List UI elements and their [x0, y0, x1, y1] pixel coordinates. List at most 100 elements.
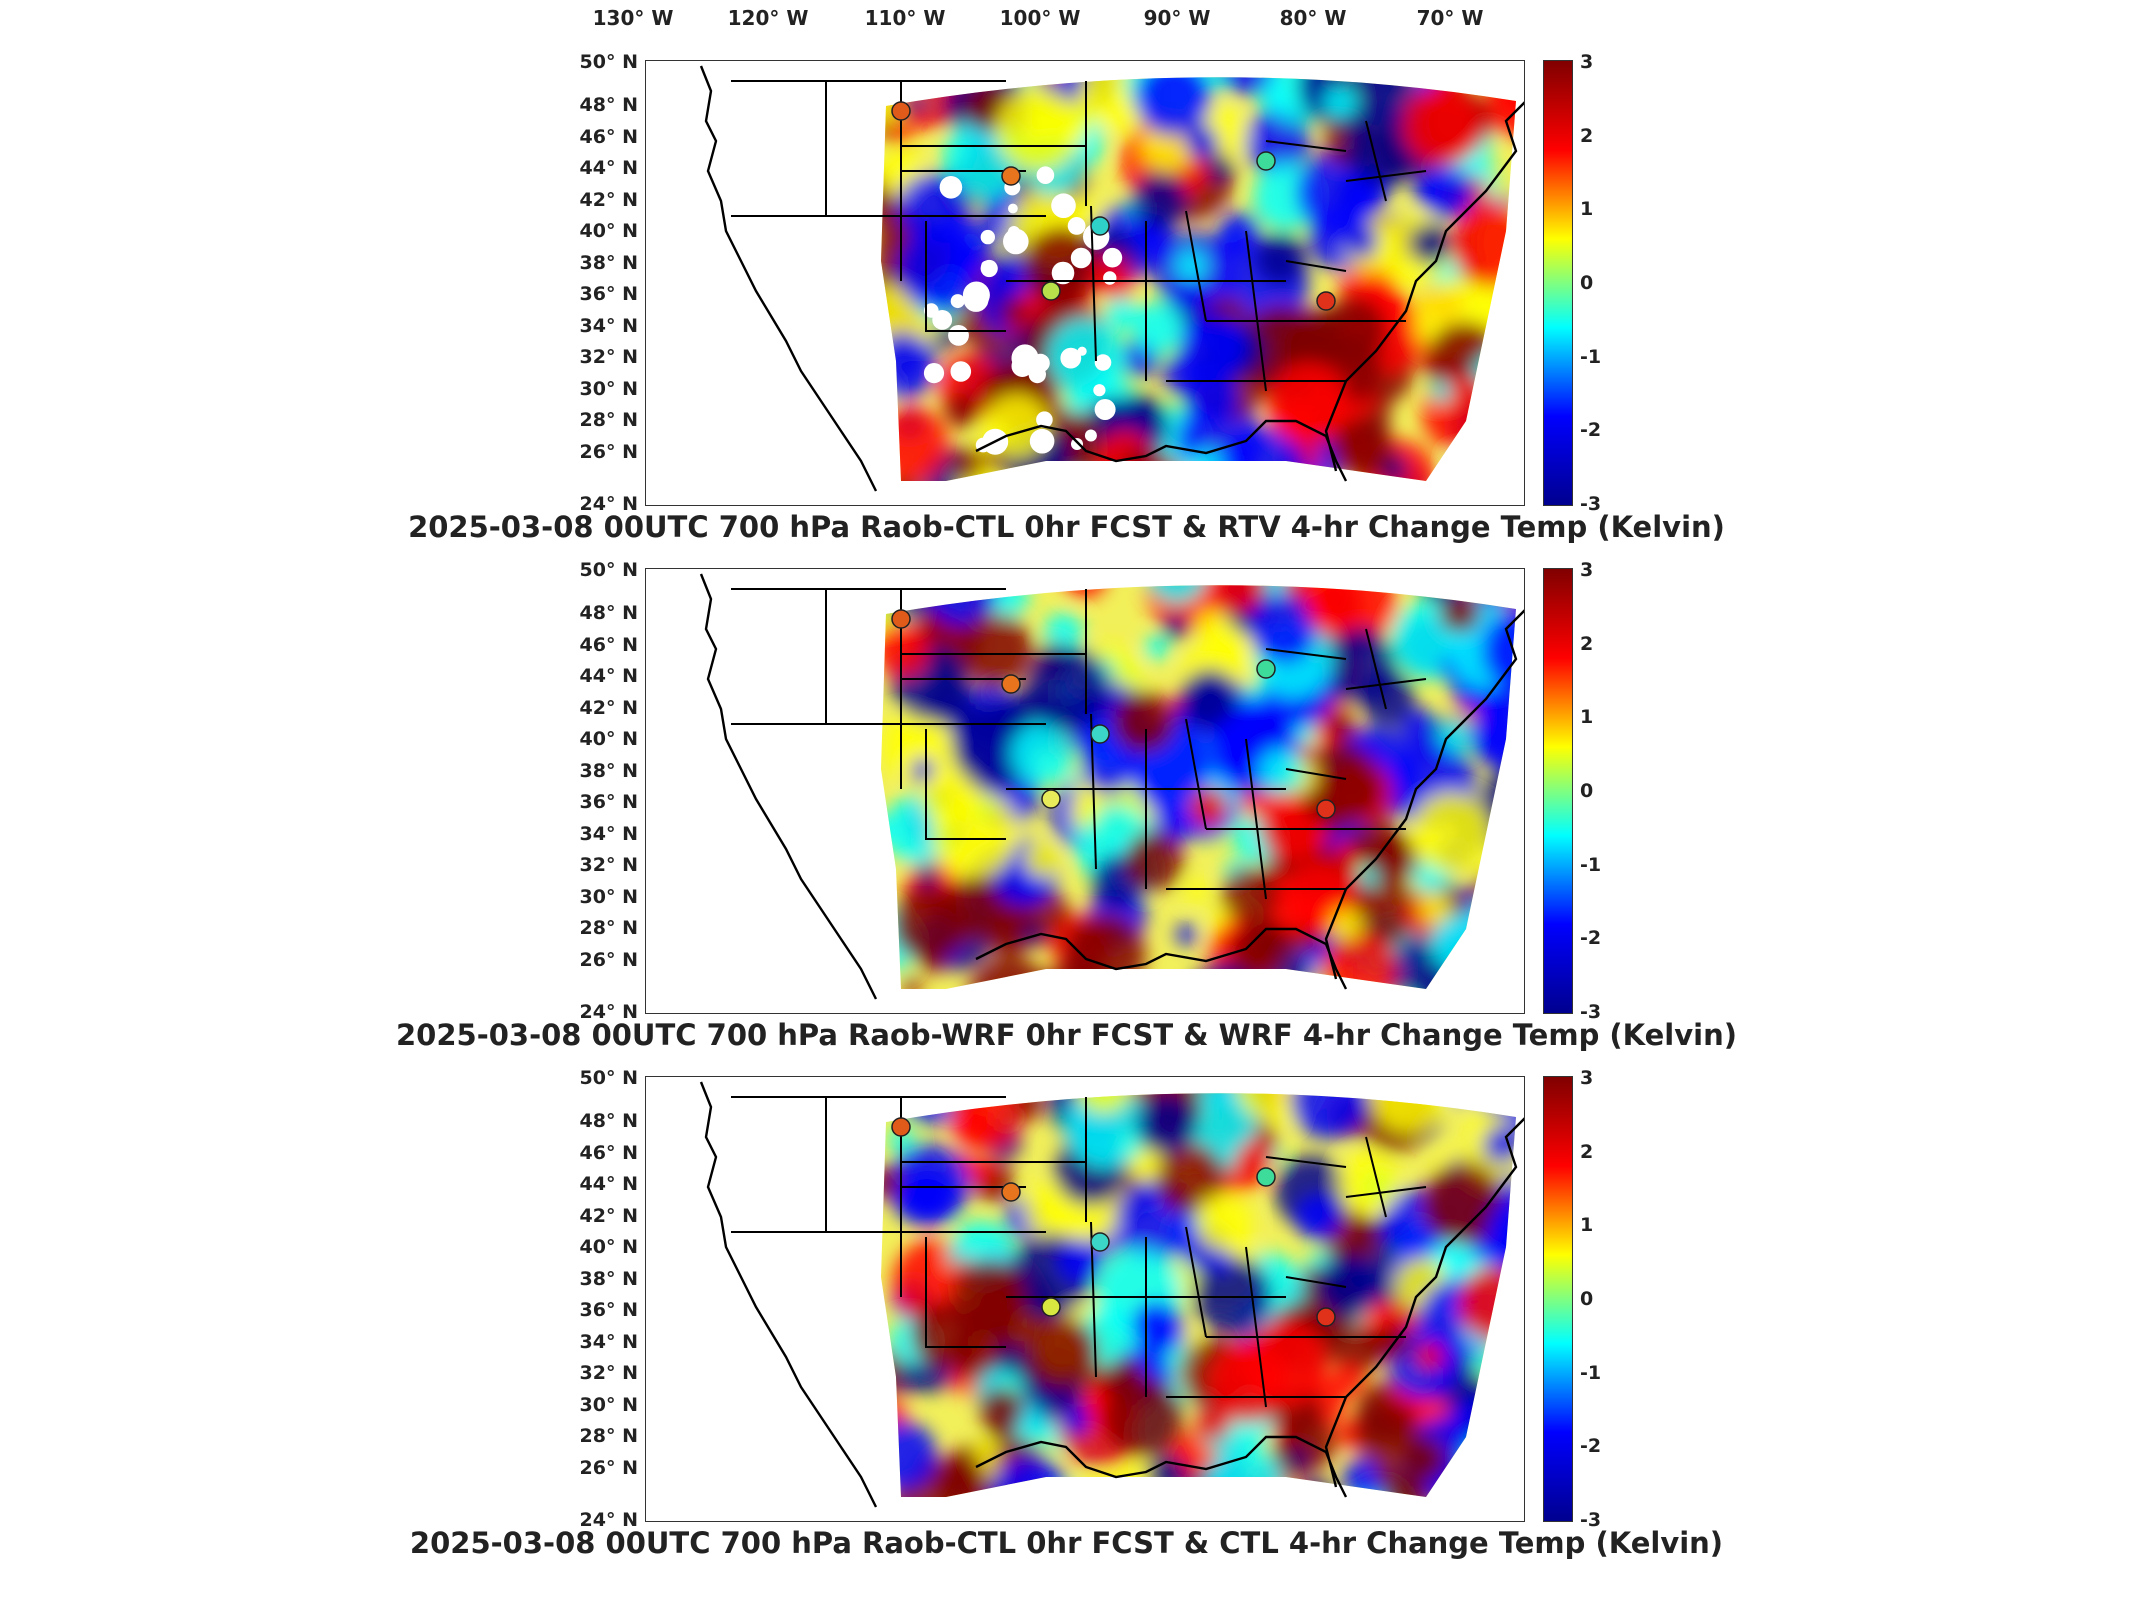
latitude-label: 44° N [579, 1173, 638, 1195]
latitude-label: 46° N [579, 125, 638, 148]
raob-station-marker [891, 609, 911, 629]
colorbar-tick-label: -1 [1580, 345, 1602, 368]
longitude-label: 130° W [592, 6, 674, 30]
map-canvas [699, 65, 1524, 492]
state-border [1245, 1246, 1267, 1408]
boundary-lines [699, 573, 1524, 1000]
raob-station-marker [1256, 151, 1276, 171]
colorbar-tick-label: -3 [1580, 493, 1602, 515]
latitude-label: 34° N [579, 1330, 638, 1353]
latitude-label: 36° N [579, 791, 638, 813]
latitude-label: 46° N [579, 633, 638, 656]
state-border [1245, 738, 1267, 900]
coastline [699, 1081, 878, 1508]
colorbar-tick-label: 1 [1580, 706, 1594, 729]
latitude-label: 46° N [579, 1141, 638, 1164]
latitude-label: 32° N [579, 346, 638, 368]
raob-station-marker [891, 101, 911, 121]
latitude-label: 42° N [579, 696, 638, 719]
state-border [1265, 648, 1347, 660]
state-border [925, 1237, 1006, 1348]
colorbar-tick-label: 3 [1580, 51, 1594, 73]
raob-station-marker [1001, 1182, 1021, 1202]
map-panel: 50° N 48° N 46° N 44° N 42° N 40° N 38° N 36° N… [0, 51, 2133, 570]
boundary-lines [699, 1081, 1524, 1508]
state-border [925, 221, 1006, 332]
colorbar-tick-label: 2 [1580, 124, 1594, 147]
temperature-map [645, 60, 1525, 506]
raob-station-marker [1041, 789, 1061, 809]
longitude-label: 90° W [1143, 6, 1211, 30]
temperature-map [645, 1076, 1525, 1522]
state-border [1090, 713, 1097, 870]
latitude-label: 38° N [579, 759, 638, 782]
coastline [975, 1435, 1348, 1498]
latitude-label: 34° N [579, 822, 638, 845]
latitude-label: 40° N [579, 728, 638, 750]
state-border [1090, 1221, 1097, 1378]
colorbar-tick-label: 0 [1580, 1288, 1594, 1310]
colorbar-tick-label: 2 [1580, 632, 1594, 655]
latitude-label: 26° N [579, 948, 638, 971]
coastline [1324, 1117, 1524, 1488]
longitude-label: 120° W [727, 6, 809, 30]
latitude-label: 28° N [579, 409, 638, 431]
latitude-label: 24° N [579, 1509, 638, 1531]
raob-station-marker [1090, 724, 1110, 744]
state-border [1185, 210, 1207, 322]
colorbar-tick-label: 3 [1580, 1067, 1594, 1089]
coastline [975, 927, 1348, 990]
latitude-label: 40° N [579, 220, 638, 242]
state-border [1345, 678, 1427, 690]
latitude-label: 28° N [579, 1425, 638, 1447]
latitude-label: 50° N [579, 559, 638, 581]
latitude-label: 50° N [579, 1067, 638, 1089]
state-border [1265, 1156, 1347, 1168]
latitude-label: 32° N [579, 854, 638, 876]
map-canvas [699, 573, 1524, 1000]
colorbar-tick-label: -2 [1580, 1435, 1602, 1458]
latitude-label: 48° N [579, 1110, 638, 1132]
raob-station-marker [1041, 281, 1061, 301]
state-border [925, 729, 1006, 840]
colorbar-tick-label: -1 [1580, 1361, 1602, 1384]
state-border [1185, 1226, 1207, 1338]
longitude-label: 110° W [864, 6, 946, 30]
colorbar-tick-label: 1 [1580, 1214, 1594, 1237]
latitude-label: 32° N [579, 1362, 638, 1384]
latitude-label: 30° N [579, 377, 638, 400]
latitude-label: 36° N [579, 1299, 638, 1321]
raob-station-marker [1316, 291, 1336, 311]
coastline [1324, 101, 1524, 472]
coastline [975, 419, 1348, 482]
colorbar-tick-label: -3 [1580, 1001, 1602, 1023]
raob-station-marker [1316, 1307, 1336, 1327]
map-panel: 50° N 48° N 46° N 44° N 42° N 40° N 38° N 36° N… [0, 1067, 2133, 1586]
colorbar-tick-label: 0 [1580, 780, 1594, 802]
raob-station-marker [1001, 166, 1021, 186]
latitude-label: 36° N [579, 283, 638, 305]
latitude-label: 50° N [579, 51, 638, 73]
longitude-label: 100° W [999, 6, 1081, 30]
colorbar-tick-label: -1 [1580, 853, 1602, 876]
panel-title: 2025-03-08 00UTC 700 hPa Raob-WRF 0hr FC… [395, 1018, 1737, 1052]
raob-station-marker [1256, 1167, 1276, 1187]
latitude-label: 44° N [579, 157, 638, 179]
latitude-label: 30° N [579, 1393, 638, 1416]
colorbar-tick-label: 1 [1580, 198, 1594, 221]
longitude-axis-labels: 130° W 120° W 110° W 100° W 90° W 80° W 70° W [0, 0, 2133, 40]
raob-station-marker [1316, 799, 1336, 819]
longitude-label: 80° W [1279, 6, 1347, 30]
colorbar-tick-label: -2 [1580, 927, 1602, 950]
raob-station-marker [1090, 1232, 1110, 1252]
temperature-map [645, 568, 1525, 1014]
state-border [1185, 718, 1207, 830]
state-border [1345, 170, 1427, 182]
state-border [1090, 205, 1097, 362]
latitude-label: 44° N [579, 665, 638, 687]
latitude-label: 38° N [579, 1267, 638, 1290]
map-canvas [699, 1081, 1524, 1508]
longitude-label: 70° W [1416, 6, 1484, 30]
state-border [1285, 768, 1347, 780]
latitude-label: 42° N [579, 188, 638, 211]
